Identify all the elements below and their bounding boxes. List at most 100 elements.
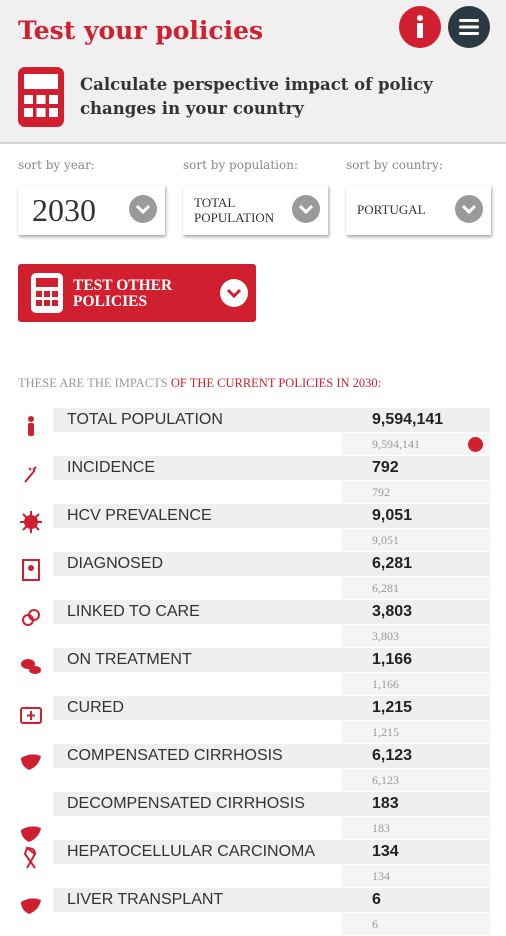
row-value: 9,051 — [372, 507, 413, 524]
row-value: 6 — [372, 891, 381, 908]
row-icon — [21, 754, 41, 770]
baseline-band — [342, 865, 490, 887]
baseline-band — [342, 769, 490, 791]
label-band — [53, 456, 490, 480]
label-band — [53, 840, 490, 864]
impact-row: COMPENSATED CIRRHOSIS 6,123 6,123 — [0, 744, 506, 792]
sort-value: PORTUGAL — [357, 202, 426, 217]
row-baseline: 9,051 — [372, 533, 399, 547]
baseline-band — [342, 481, 490, 503]
baseline-band — [342, 433, 490, 455]
row-baseline: 1,215 — [372, 725, 399, 739]
chevron — [220, 279, 248, 307]
row-icon — [21, 659, 41, 674]
info-button[interactable] — [398, 5, 442, 49]
row-baseline: 183 — [372, 821, 390, 835]
row-label: LIVER TRANSPLANT — [67, 891, 224, 908]
row-value: 6,281 — [372, 555, 413, 572]
row-baseline: 792 — [372, 485, 390, 499]
page-title: Test your policies — [18, 16, 264, 45]
row-icon — [21, 898, 41, 914]
menu-button[interactable] — [447, 5, 491, 49]
row-icon — [23, 846, 37, 869]
sort-value: TOTAL POPULATION — [194, 195, 275, 225]
row-label: DECOMPENSATED CIRRHOSIS — [67, 795, 305, 812]
row-baseline: 3,803 — [372, 629, 399, 643]
row-icon — [20, 707, 42, 724]
row-value: 3,803 — [372, 603, 413, 620]
label-band — [53, 792, 490, 816]
impact-row: DIAGNOSED 6,281 6,281 — [0, 552, 506, 600]
row-label: TOTAL POPULATION — [67, 411, 223, 428]
row-icon — [24, 466, 37, 483]
impacts-heading: THESE ARE THE IMPACTS OF THE CURRENT POL… — [18, 376, 381, 391]
impact-row: LIVER TRANSPLANT 6 6 — [0, 888, 506, 936]
chevron — [129, 195, 157, 223]
row-label: DIAGNOSED — [67, 555, 164, 572]
row-value: 9,594,141 — [372, 411, 444, 428]
row-icon — [28, 416, 34, 436]
row-value: 792 — [372, 459, 399, 476]
row-baseline: 134 — [372, 869, 390, 883]
label-band — [53, 696, 490, 720]
impact-row: HEPATOCELLULAR CARCINOMA 134 134 — [0, 840, 506, 888]
sort-label: sort by country: — [346, 158, 443, 172]
row-baseline: 1,166 — [372, 677, 399, 691]
sort-dropdown[interactable]: PORTUGAL — [346, 185, 491, 235]
row-label: COMPENSATED CIRRHOSIS — [67, 747, 283, 764]
row-label: HCV PREVALENCE — [67, 507, 212, 524]
impact-row: INCIDENCE 792 792 — [0, 456, 506, 504]
calculator-icon — [31, 273, 63, 313]
impact-row: DECOMPENSATED CIRRHOSIS 183 183 — [0, 792, 506, 842]
test-other-policies-button[interactable]: TEST OTHER POLICIES — [18, 264, 256, 322]
row-label: INCIDENCE — [67, 459, 156, 476]
label-band — [53, 504, 490, 528]
impact-row: TOTAL POPULATION 9,594,141 9,594,141 — [0, 408, 506, 456]
row-label: CURED — [67, 699, 124, 716]
heading-highlight: OF THE CURRENT POLICIES IN 2030: — [170, 376, 382, 390]
row-value: 1,166 — [372, 651, 413, 668]
baseline-band — [342, 913, 490, 935]
baseline-band — [342, 673, 490, 695]
baseline-band — [342, 529, 490, 551]
sort-label: sort by year: — [18, 158, 95, 172]
label-band — [53, 744, 490, 768]
impact-row: HCV PREVALENCE 9,051 9,051 — [0, 504, 506, 552]
row-baseline: 6 — [372, 917, 378, 931]
row-label: HEPATOCELLULAR CARCINOMA — [67, 843, 316, 860]
info-dot[interactable] — [468, 437, 483, 452]
baseline-band — [342, 721, 490, 743]
impact-row: LINKED TO CARE 3,803 3,803 — [0, 600, 506, 648]
baseline-band — [342, 817, 490, 839]
button-label: TEST OTHER POLICIES — [73, 277, 173, 310]
subtitle: Calculate perspective impact of policy c… — [80, 75, 433, 118]
sort-dropdown[interactable]: TOTAL POPULATION — [183, 185, 328, 235]
row-value: 183 — [372, 795, 399, 812]
sort-label: sort by population: — [183, 158, 298, 172]
heading-text: THESE ARE THE IMPACTS — [18, 376, 168, 390]
row-icon — [22, 559, 40, 581]
row-label: ON TREATMENT — [67, 651, 192, 668]
sort-value: 2030 — [32, 192, 96, 228]
label-band — [53, 600, 490, 624]
row-value: 134 — [372, 843, 399, 860]
chevron — [292, 195, 320, 223]
header: Test your policies Calculate perspective… — [0, 0, 506, 144]
row-value: 1,215 — [372, 699, 413, 716]
label-band — [53, 552, 490, 576]
sort-dropdown[interactable]: 2030 — [18, 185, 165, 235]
label-band — [53, 408, 490, 432]
row-label: LINKED TO CARE — [67, 603, 200, 620]
baseline-band — [342, 625, 490, 647]
row-icon — [20, 511, 42, 533]
chevron — [455, 195, 483, 223]
row-value: 6,123 — [372, 747, 413, 764]
impact-row: CURED 1,215 1,215 — [0, 696, 506, 744]
row-baseline: 9,594,141 — [372, 437, 420, 451]
label-band — [53, 648, 490, 672]
row-baseline: 6,281 — [372, 581, 399, 595]
baseline-band — [342, 577, 490, 599]
row-baseline: 6,123 — [372, 773, 399, 787]
impact-row: ON TREATMENT 1,166 1,166 — [0, 648, 506, 696]
